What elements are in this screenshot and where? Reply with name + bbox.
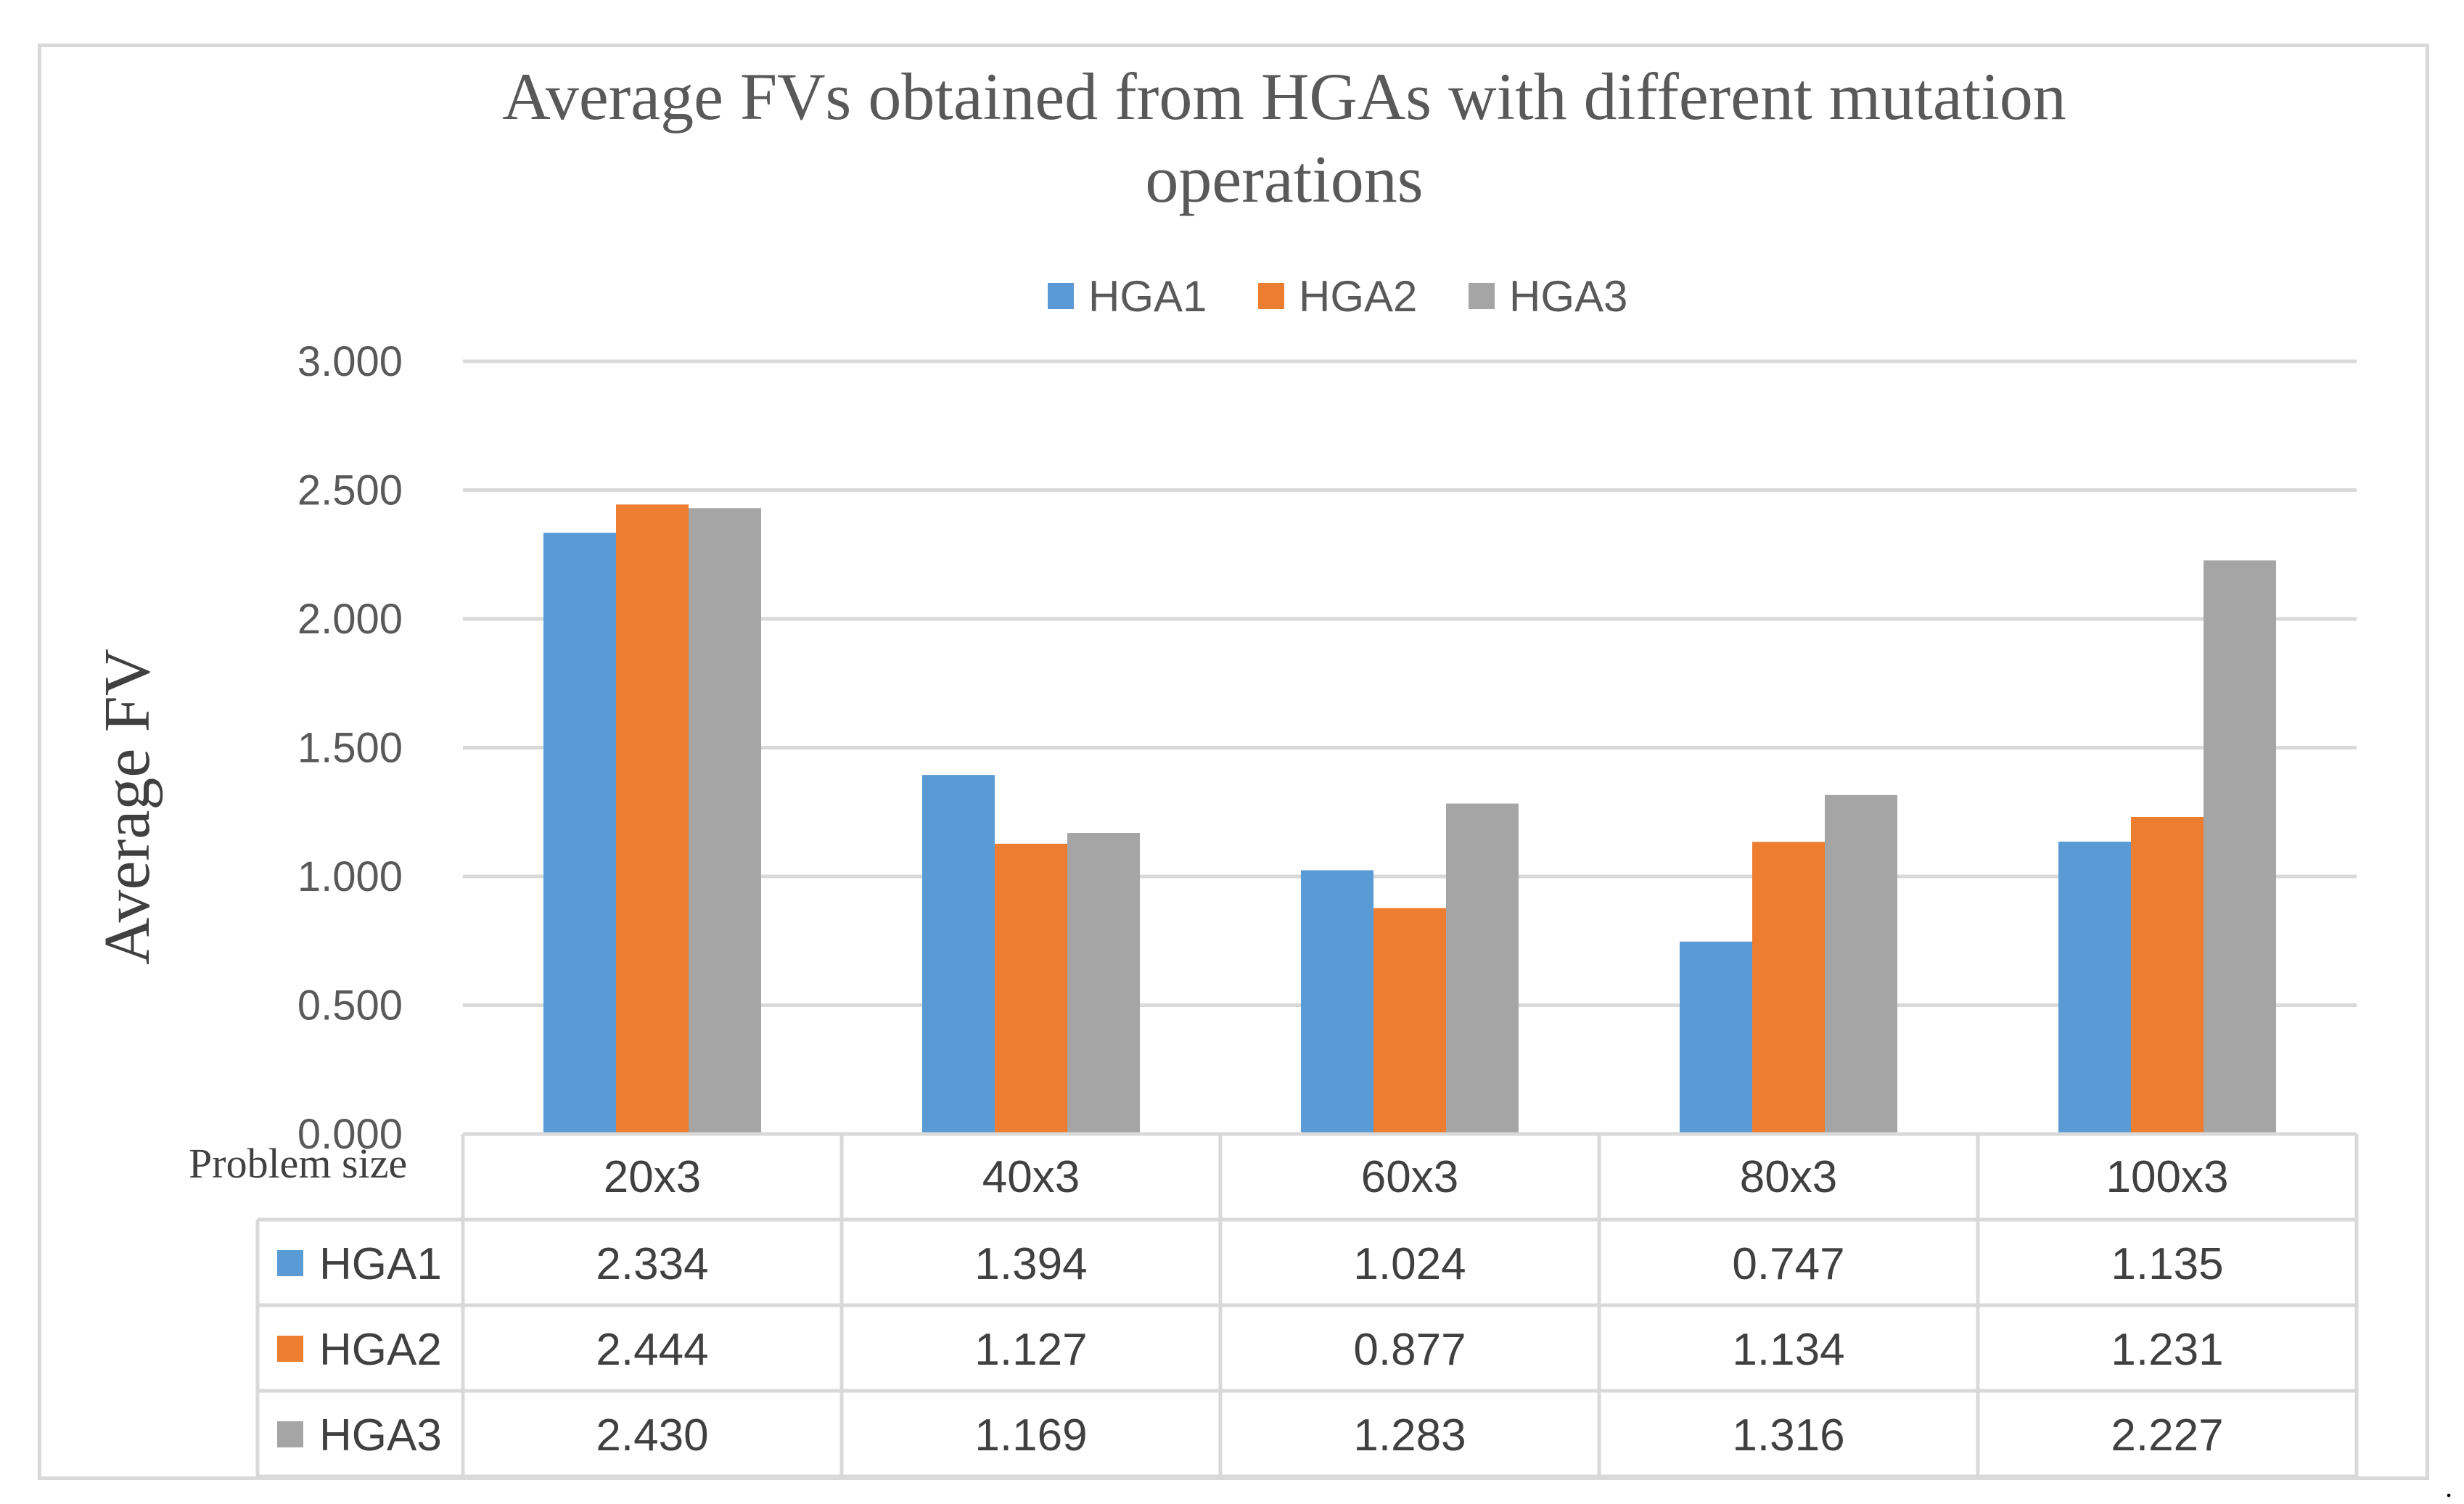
legend-label-hga2: HGA2 [1299, 272, 1417, 321]
data-label-hga1-20x3: 2.334 [596, 1239, 708, 1289]
bar-hga1-100x3 [2058, 842, 2131, 1134]
bar-hga2-80x3 [1752, 842, 1825, 1134]
y-tick-label: 1.000 [297, 853, 403, 900]
category-label-40x3: 40x3 [982, 1152, 1080, 1202]
data-label-hga1-80x3: 0.747 [1732, 1239, 1844, 1289]
legend-swatch-hga3 [1469, 283, 1495, 309]
data-label-hga2-80x3: 1.134 [1732, 1325, 1844, 1375]
data-label-hga3-20x3: 2.430 [596, 1410, 708, 1460]
bar-hga3-60x3 [1446, 803, 1519, 1134]
table-header-label: Problem size [189, 1140, 407, 1187]
chart-legend: HGA1 HGA2 HGA3 [1048, 272, 1627, 321]
legend-swatch-hga1 [1048, 283, 1074, 309]
data-label-hga2-20x3: 2.444 [596, 1325, 708, 1375]
bar-hga2-20x3 [616, 504, 689, 1134]
y-tick-label: 0.500 [297, 982, 403, 1030]
chart-title-line2: operations [1145, 142, 1423, 216]
data-label-hga3-100x3: 2.227 [2111, 1410, 2223, 1460]
bar-hga2-60x3 [1373, 908, 1446, 1134]
legend-label-hga3: HGA3 [1509, 272, 1627, 321]
bar-hga3-20x3 [689, 508, 761, 1134]
bar-hga1-60x3 [1301, 870, 1373, 1134]
data-table: Problem size 20x3 40x3 60x3 80x3 100x3 HGA1 2.3… [189, 1132, 2359, 1479]
table-row-label-hga1: HGA1 [319, 1239, 442, 1289]
data-label-hga3-80x3: 1.316 [1732, 1410, 1844, 1460]
y-tick-label: 1.500 [297, 725, 403, 772]
table-row-label-hga2: HGA2 [319, 1325, 442, 1375]
trailing-mark: . [2445, 1471, 2452, 1503]
y-tick-label: 2.500 [297, 467, 403, 514]
bar-hga1-80x3 [1680, 941, 1752, 1134]
data-label-hga3-60x3: 1.283 [1353, 1410, 1466, 1460]
y-tick-label: 2.000 [297, 596, 403, 643]
bar-hga1-40x3 [922, 775, 995, 1134]
bar-hga3-80x3 [1825, 794, 1897, 1134]
bar-hga3-100x3 [2204, 560, 2276, 1134]
data-label-hga2-40x3: 1.127 [974, 1325, 1087, 1375]
bar-hga3-40x3 [1067, 833, 1140, 1134]
bar-hga2-100x3 [2131, 816, 2204, 1134]
table-swatch-hga2 [277, 1336, 303, 1362]
chart-frame [38, 44, 2429, 1480]
category-label-20x3: 20x3 [604, 1152, 701, 1202]
data-label-hga1-40x3: 1.394 [974, 1239, 1087, 1289]
category-label-60x3: 60x3 [1361, 1152, 1458, 1202]
legend-label-hga1: HGA1 [1088, 272, 1207, 321]
bar-hga2-40x3 [995, 843, 1067, 1134]
y-tick-labels: 0.000 0.500 1.000 1.500 2.000 2.500 3.000 [297, 338, 403, 1158]
data-label-hga1-100x3: 1.135 [2111, 1239, 2223, 1289]
data-label-hga3-40x3: 1.169 [974, 1410, 1087, 1460]
legend-swatch-hga2 [1258, 283, 1284, 309]
category-label-80x3: 80x3 [1740, 1152, 1837, 1202]
data-label-hga2-100x3: 1.231 [2111, 1325, 2223, 1375]
category-label-100x3: 100x3 [2106, 1152, 2229, 1202]
data-label-hga1-60x3: 1.024 [1353, 1239, 1466, 1289]
table-swatch-hga3 [277, 1421, 303, 1447]
data-label-hga2-60x3: 0.877 [1353, 1325, 1466, 1375]
y-axis-title: Average FV [91, 649, 163, 965]
y-tick-label: 3.000 [297, 338, 403, 385]
y-tick-label: 0.000 [297, 1111, 403, 1158]
table-swatch-hga1 [277, 1250, 303, 1276]
table-row-label-hga3: HGA3 [319, 1410, 442, 1460]
bar-hga1-20x3 [543, 533, 616, 1134]
chart-title-line1: Average FVs obtained from HGAs with diff… [502, 59, 2066, 133]
bar-marks [543, 504, 2276, 1134]
